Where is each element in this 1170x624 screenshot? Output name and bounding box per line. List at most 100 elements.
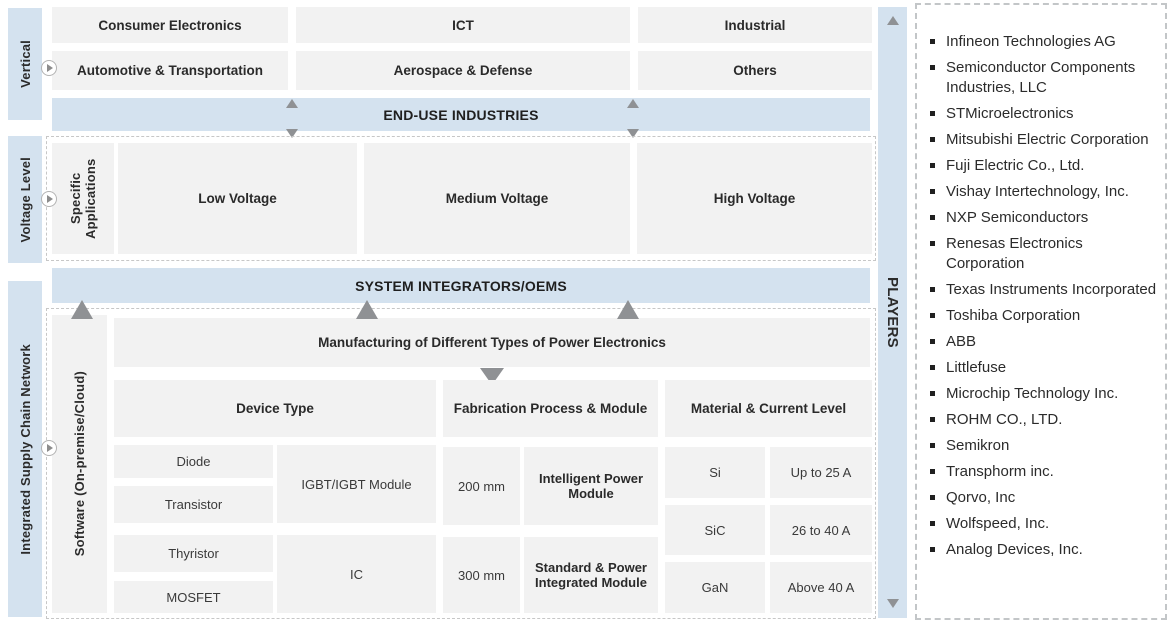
arrow-up-icon: [71, 300, 93, 319]
list-item: Semiconductor Components Industries, LLC: [930, 58, 1157, 98]
fabrication-header: Fabrication Process & Module: [443, 380, 658, 437]
company-name: ROHM CO., LTD.: [946, 411, 1063, 428]
industry-box-ict: ICT: [296, 7, 630, 43]
device-box-thyristor: Thyristor: [114, 535, 273, 572]
bullet-icon: [930, 215, 935, 220]
company-name: Fuji Electric Co., Ltd.: [946, 157, 1085, 174]
company-name: Mitsubishi Electric Corporation: [946, 131, 1149, 148]
list-item: NXP Semiconductors: [930, 208, 1157, 228]
bullet-icon: [930, 417, 935, 422]
company-name: Semikron: [946, 437, 1010, 454]
company-name: STMicroelectronics: [946, 105, 1074, 122]
supply-chain-region: [46, 308, 876, 619]
device-box-diode: Diode: [114, 445, 273, 478]
industry-box-consumer-electronics: Consumer Electronics: [52, 7, 288, 43]
voltage-level-section-label: Voltage Level: [17, 156, 33, 243]
list-item: Renesas Electronics Corporation: [930, 234, 1157, 274]
list-item: Infineon Technologies AG: [930, 32, 1157, 52]
material-box-gan: GaN: [665, 562, 765, 613]
bullet-icon: [930, 443, 935, 448]
module-box-intelligent-power: Intelligent Power Module: [524, 447, 658, 525]
bullet-icon: [930, 137, 935, 142]
specific-applications-box: Specific Applications: [52, 143, 114, 254]
supply-chain-section-label: Integrated Supply Chain Network: [17, 343, 33, 555]
end-use-industries-banner: END-USE INDUSTRIES: [52, 98, 870, 131]
device-box-ic: IC: [277, 535, 436, 613]
players-panel: Infineon Technologies AG Semiconductor C…: [915, 3, 1167, 620]
software-label: Software (On-premise/Cloud): [72, 371, 87, 557]
current-box-up-to-25a: Up to 25 A: [770, 447, 872, 498]
play-icon: [47, 64, 53, 72]
expand-vertical-button[interactable]: [41, 60, 57, 76]
bullet-icon: [930, 495, 935, 500]
device-box-igbt-module: IGBT/IGBT Module: [277, 445, 436, 523]
module-box-standard-power-integrated: Standard & Power Integrated Module: [524, 537, 658, 613]
system-integrators-banner: SYSTEM INTEGRATORS/OEMS: [52, 268, 870, 303]
bullet-icon: [930, 469, 935, 474]
list-item: Semikron: [930, 436, 1157, 456]
company-name: Toshiba Corporation: [946, 307, 1081, 324]
wafer-box-200mm: 200 mm: [443, 447, 520, 525]
arrow-up-icon: [617, 300, 639, 319]
sidebar-section-supply-chain: Integrated Supply Chain Network: [8, 281, 42, 617]
play-icon: [47, 444, 53, 452]
list-item: Fuji Electric Co., Ltd.: [930, 156, 1157, 176]
list-item: Vishay Intertechnology, Inc.: [930, 182, 1157, 202]
company-name: Transphorm inc.: [946, 463, 1054, 480]
arrow-up-icon: [356, 300, 378, 319]
list-item: ABB: [930, 332, 1157, 352]
bullet-icon: [930, 163, 935, 168]
players-strip: PLAYERS: [878, 7, 907, 618]
arrow-down-icon: [887, 599, 899, 608]
arrow-down-icon: [627, 129, 639, 138]
play-icon: [47, 195, 53, 203]
specific-applications-label: Specific Applications: [68, 158, 98, 239]
device-box-mosfet: MOSFET: [114, 581, 273, 613]
sidebar-section-voltage-level: Voltage Level: [8, 136, 42, 263]
list-item: Toshiba Corporation: [930, 306, 1157, 326]
voltage-box-medium: Medium Voltage: [364, 143, 630, 254]
bullet-icon: [930, 547, 935, 552]
voltage-box-high: High Voltage: [637, 143, 872, 254]
list-item: Qorvo, Inc: [930, 488, 1157, 508]
wafer-box-300mm: 300 mm: [443, 537, 520, 613]
vertical-section-label: Vertical: [17, 40, 33, 88]
company-name: NXP Semiconductors: [946, 209, 1089, 226]
company-name: ABB: [946, 333, 977, 350]
arrow-up-icon: [627, 99, 639, 108]
arrow-up-icon: [286, 99, 298, 108]
bullet-icon: [930, 521, 935, 526]
list-item: STMicroelectronics: [930, 104, 1157, 124]
list-item: ROHM CO., LTD.: [930, 410, 1157, 430]
arrow-up-icon: [887, 16, 899, 25]
device-box-transistor: Transistor: [114, 486, 273, 523]
bullet-icon: [930, 65, 935, 70]
bullet-icon: [930, 241, 935, 246]
material-box-si: Si: [665, 447, 765, 498]
bullet-icon: [930, 339, 935, 344]
material-box-sic: SiC: [665, 505, 765, 555]
bullet-icon: [930, 313, 935, 318]
company-name: Microchip Technology Inc.: [946, 385, 1119, 402]
bullet-icon: [930, 111, 935, 116]
players-list: Infineon Technologies AG Semiconductor C…: [917, 5, 1165, 560]
manufacturing-banner: Manufacturing of Different Types of Powe…: [114, 318, 870, 367]
bullet-icon: [930, 39, 935, 44]
expand-voltage-level-button[interactable]: [41, 191, 57, 207]
industry-box-industrial: Industrial: [638, 7, 872, 43]
company-name: Vishay Intertechnology, Inc.: [946, 183, 1129, 200]
company-name: Renesas Electronics Corporation: [946, 235, 1083, 272]
bullet-icon: [930, 365, 935, 370]
company-name: Littlefuse: [946, 359, 1007, 376]
arrow-down-icon: [286, 129, 298, 138]
company-name: Semiconductor Components Industries, LLC: [946, 59, 1136, 96]
current-box-26-to-40a: 26 to 40 A: [770, 505, 872, 555]
industry-box-others: Others: [638, 51, 872, 90]
industry-box-aerospace-defense: Aerospace & Defense: [296, 51, 630, 90]
expand-supply-chain-button[interactable]: [41, 440, 57, 456]
sidebar-section-vertical: Vertical: [8, 8, 42, 120]
list-item: Analog Devices, Inc.: [930, 540, 1157, 560]
list-item: Transphorm inc.: [930, 462, 1157, 482]
industry-box-automotive-transportation: Automotive & Transportation: [52, 51, 288, 90]
